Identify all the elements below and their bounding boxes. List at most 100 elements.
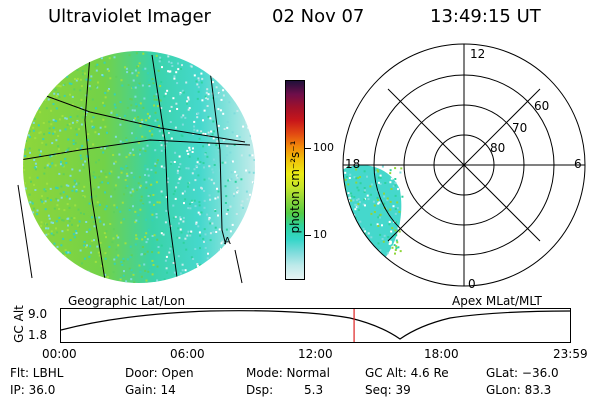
emission-pixel bbox=[106, 131, 108, 134]
emission-pixel bbox=[64, 255, 67, 258]
emission-pixel bbox=[29, 151, 31, 154]
emission-pixel bbox=[219, 285, 221, 287]
emission-pixel bbox=[52, 221, 54, 224]
emission-pixel bbox=[137, 84, 140, 87]
dsp-label: Dsp: bbox=[246, 383, 274, 397]
emission-pixel bbox=[376, 198, 379, 201]
emission-pixel bbox=[209, 232, 212, 235]
emission-pixel bbox=[115, 256, 118, 259]
emission-pixel bbox=[25, 258, 28, 261]
emission-pixel bbox=[221, 240, 224, 243]
emission-pixel bbox=[67, 147, 70, 150]
emission-pixel bbox=[56, 245, 59, 248]
emission-pixel bbox=[76, 224, 79, 227]
emission-pixel bbox=[224, 202, 227, 204]
emission-pixel bbox=[76, 148, 79, 151]
emission-pixel bbox=[156, 238, 159, 241]
emission-pixel bbox=[134, 69, 137, 72]
emission-pixel bbox=[82, 73, 84, 76]
emission-pixel bbox=[68, 123, 71, 126]
emission-pixel bbox=[36, 267, 39, 269]
emission-pixel bbox=[191, 54, 194, 57]
emission-pixel bbox=[60, 72, 63, 75]
emission-pixel bbox=[158, 201, 161, 204]
emission-pixel bbox=[69, 127, 72, 130]
emission-pixel bbox=[43, 67, 46, 70]
emission-pixel bbox=[108, 245, 111, 248]
emission-pixel bbox=[213, 63, 216, 66]
emission-pixel bbox=[212, 120, 215, 123]
emission-pixel bbox=[139, 270, 142, 273]
emission-pixel bbox=[54, 164, 57, 167]
emission-pixel bbox=[144, 136, 147, 139]
emission-pixel bbox=[392, 205, 395, 208]
emission-pixel bbox=[125, 172, 128, 175]
emission-pixel bbox=[155, 181, 158, 184]
emission-pixel bbox=[43, 133, 46, 136]
emission-pixel bbox=[47, 87, 50, 90]
emission-pixel bbox=[131, 109, 134, 112]
emission-pixel bbox=[44, 96, 47, 99]
emission-pixel bbox=[205, 91, 208, 94]
emission-pixel bbox=[194, 248, 197, 250]
emission-pixel bbox=[357, 176, 359, 179]
emission-pixel bbox=[383, 202, 386, 205]
emission-pixel bbox=[150, 209, 153, 212]
emission-pixel bbox=[191, 151, 194, 153]
emission-pixel bbox=[394, 229, 397, 232]
emission-pixel bbox=[177, 182, 180, 184]
emission-pixel bbox=[125, 139, 128, 141]
emission-pixel bbox=[356, 205, 359, 208]
emission-pixel bbox=[57, 51, 60, 54]
emission-pixel bbox=[179, 91, 182, 94]
emission-pixel bbox=[108, 172, 111, 175]
emission-pixel bbox=[104, 125, 107, 128]
emission-pixel bbox=[61, 115, 64, 117]
emission-pixel bbox=[94, 176, 97, 179]
emission-pixel bbox=[58, 84, 61, 87]
emission-pixel bbox=[154, 171, 157, 174]
emission-pixel bbox=[377, 176, 380, 179]
emission-pixel bbox=[214, 95, 217, 98]
emission-pixel bbox=[85, 230, 88, 233]
emission-pixel bbox=[65, 251, 68, 254]
emission-pixel bbox=[190, 65, 193, 68]
emission-pixel bbox=[142, 106, 145, 109]
emission-pixel bbox=[105, 176, 108, 179]
emission-pixel bbox=[29, 223, 32, 226]
emission-pixel bbox=[104, 208, 107, 211]
emission-pixel bbox=[250, 251, 253, 254]
emission-pixel bbox=[181, 123, 184, 126]
emission-pixel bbox=[192, 188, 195, 191]
emission-pixel bbox=[211, 286, 213, 288]
emission-pixel bbox=[210, 265, 213, 268]
emission-pixel bbox=[51, 142, 54, 145]
emission-pixel bbox=[229, 205, 232, 208]
emission-pixel bbox=[390, 230, 393, 233]
emission-pixel bbox=[357, 244, 360, 247]
emission-pixel bbox=[62, 219, 65, 222]
emission-pixel bbox=[239, 89, 242, 92]
emission-pixel bbox=[178, 276, 181, 279]
emission-pixel bbox=[220, 242, 223, 245]
emission-pixel bbox=[359, 237, 362, 240]
emission-pixel bbox=[141, 204, 144, 207]
emission-pixel bbox=[40, 224, 43, 227]
emission-pixel bbox=[255, 272, 257, 274]
emission-pixel bbox=[48, 120, 51, 123]
emission-pixel bbox=[137, 220, 140, 223]
emission-pixel bbox=[204, 152, 207, 155]
emission-pixel bbox=[95, 277, 98, 280]
gc-alt-status: GC Alt: 4.6 Re bbox=[365, 366, 449, 380]
emission-pixel bbox=[23, 65, 25, 68]
emission-pixel bbox=[203, 190, 206, 192]
emission-pixel bbox=[132, 79, 135, 82]
emission-pixel bbox=[145, 232, 148, 235]
emission-pixel bbox=[247, 262, 250, 265]
emission-pixel bbox=[346, 175, 348, 178]
emission-pixel bbox=[363, 170, 366, 173]
emission-pixel bbox=[251, 209, 254, 212]
emission-pixel bbox=[343, 226, 346, 229]
emission-pixel bbox=[128, 153, 131, 156]
emission-pixel bbox=[344, 234, 347, 237]
